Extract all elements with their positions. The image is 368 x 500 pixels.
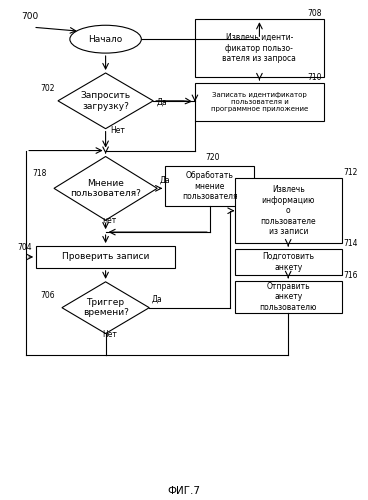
Text: Извлечь иденти-
фикатор пользо-
вателя из запроса: Извлечь иденти- фикатор пользо- вателя и…	[223, 33, 296, 63]
Bar	[165, 166, 254, 206]
Text: Запросить
загрузку?: Запросить загрузку?	[81, 91, 131, 110]
Text: Да: Да	[151, 294, 162, 304]
Text: 704: 704	[18, 243, 32, 252]
Bar	[235, 249, 342, 275]
Text: 706: 706	[40, 290, 55, 300]
Text: 710: 710	[307, 73, 322, 82]
Text: 708: 708	[307, 10, 322, 18]
Text: Подготовить
анкету: Подготовить анкету	[262, 252, 314, 272]
Text: 716: 716	[344, 271, 358, 280]
Text: Записать идентификатор
пользователя и
программное приложение: Записать идентификатор пользователя и пр…	[211, 92, 308, 112]
Bar	[195, 83, 324, 120]
Bar	[36, 246, 175, 268]
Text: Извлечь
информацию
о
пользователе
из записи: Извлечь информацию о пользователе из зап…	[261, 186, 316, 236]
Text: Обработать
мнение
пользователя: Обработать мнение пользователя	[182, 172, 238, 202]
Polygon shape	[58, 73, 153, 128]
Text: ФИГ.7: ФИГ.7	[167, 486, 201, 496]
Text: Начало: Начало	[88, 34, 123, 43]
Text: Триггер
времени?: Триггер времени?	[83, 298, 128, 318]
Text: Проверить записи: Проверить записи	[62, 252, 149, 262]
Text: 700: 700	[21, 12, 39, 22]
Text: Да: Да	[159, 176, 170, 184]
Text: Да: Да	[156, 98, 167, 107]
Text: 720: 720	[205, 154, 219, 162]
Text: Отправить
анкету
пользователю: Отправить анкету пользователю	[259, 282, 317, 312]
Text: Нет: Нет	[103, 330, 117, 338]
Bar	[235, 178, 342, 243]
Polygon shape	[62, 282, 149, 334]
Bar	[235, 281, 342, 312]
Text: Мнение
пользователя?: Мнение пользователя?	[70, 178, 141, 198]
Text: Нет: Нет	[110, 126, 125, 134]
Bar	[195, 20, 324, 77]
Ellipse shape	[70, 26, 141, 53]
Polygon shape	[54, 156, 157, 220]
Text: 712: 712	[344, 168, 358, 177]
Text: 714: 714	[344, 239, 358, 248]
Text: нет: нет	[103, 216, 117, 225]
Text: 718: 718	[32, 170, 46, 178]
Text: 702: 702	[40, 84, 54, 93]
